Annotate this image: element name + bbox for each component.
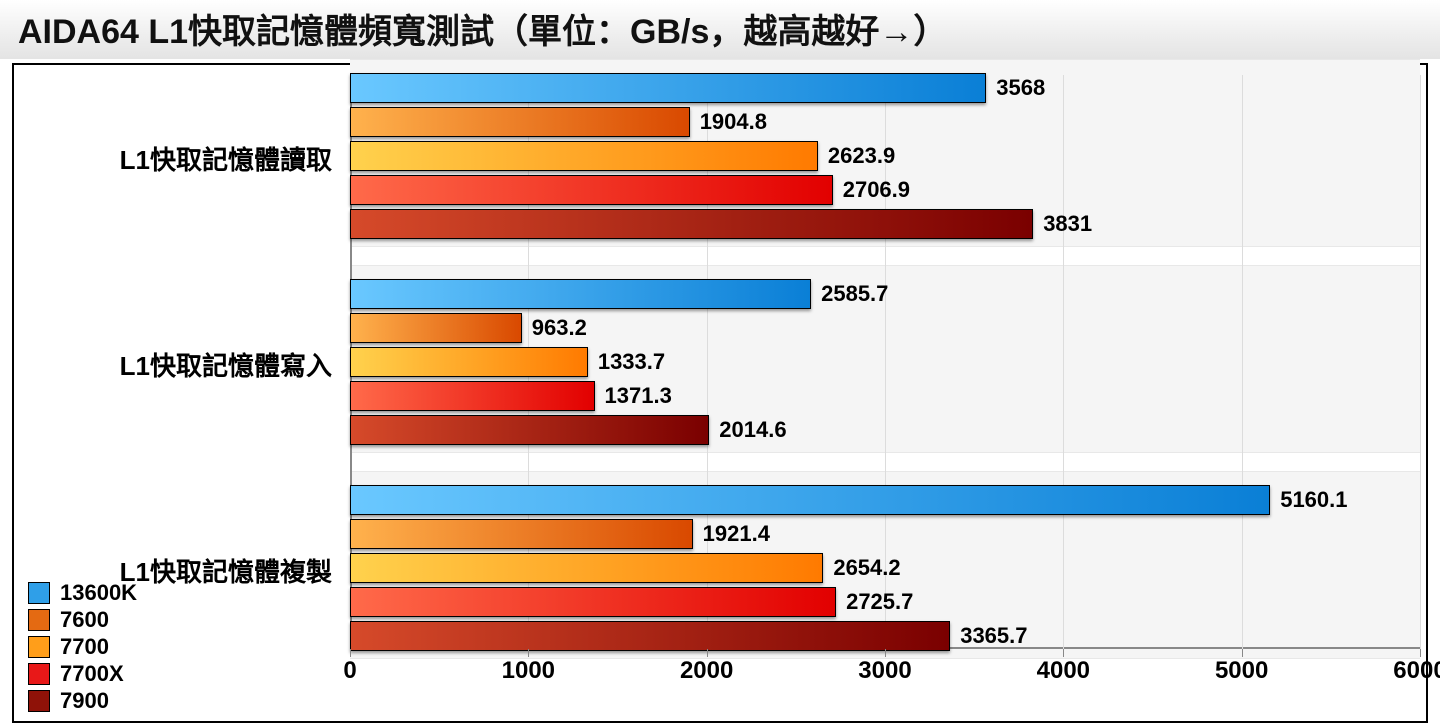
legend-item-7700X: 7700X xyxy=(28,661,137,687)
plot-area: 3568 1904.8 2623.9 2706.9 3831 2585.7 963.2 133… xyxy=(350,75,1420,649)
bar-row: 1904.8 xyxy=(350,107,690,137)
bar-row: 2725.7 xyxy=(350,587,836,617)
x-tick-label: 3000 xyxy=(858,657,911,685)
chart-frame: 3568 1904.8 2623.9 2706.9 3831 2585.7 963.2 133… xyxy=(12,63,1428,723)
bar-value-label: 3365.7 xyxy=(960,623,1027,649)
bar-value-label: 2585.7 xyxy=(821,281,888,307)
bar-row: 2706.9 xyxy=(350,175,833,205)
gridline xyxy=(1063,75,1064,649)
bar-value-label: 5160.1 xyxy=(1280,487,1347,513)
bar-value-label: 2014.6 xyxy=(719,417,786,443)
bar-row: 2623.9 xyxy=(350,141,818,171)
x-tick xyxy=(350,649,351,657)
x-tick xyxy=(1242,649,1243,657)
bar-value-label: 2654.2 xyxy=(833,555,900,581)
bar-value-label: 1371.3 xyxy=(605,383,672,409)
category-label: L1快取記憶體寫入 xyxy=(12,346,332,383)
x-tick-label: 5000 xyxy=(1215,657,1268,685)
bar-value-label: 1904.8 xyxy=(700,109,767,135)
bar-7700X xyxy=(350,381,595,411)
x-tick xyxy=(1063,649,1064,657)
bar-row: 2014.6 xyxy=(350,415,709,445)
bar-row: 5160.1 xyxy=(350,485,1270,515)
bar-7600 xyxy=(350,313,522,343)
x-tick-label: 6000 xyxy=(1393,657,1440,685)
x-tick xyxy=(885,649,886,657)
bar-7700X xyxy=(350,587,836,617)
bar-value-label: 2706.9 xyxy=(843,177,910,203)
bar-row: 1921.4 xyxy=(350,519,693,549)
bar-value-label: 3568 xyxy=(996,75,1045,101)
gridline xyxy=(1420,75,1421,649)
bar-value-label: 963.2 xyxy=(532,315,587,341)
bar-value-label: 1333.7 xyxy=(598,349,665,375)
bar-7600 xyxy=(350,519,693,549)
bar-7700 xyxy=(350,347,588,377)
bar-7700X xyxy=(350,175,833,205)
bar-13600K xyxy=(350,485,1270,515)
legend-label: 7700 xyxy=(60,634,109,660)
bar-value-label: 1921.4 xyxy=(703,521,770,547)
legend-label: 7700X xyxy=(60,661,124,687)
x-tick-label: 2000 xyxy=(680,657,733,685)
x-tick xyxy=(707,649,708,657)
chart-title: AIDA64 L1快取記憶體頻寬測試（單位：GB/s，越高越好→） xyxy=(0,0,1440,59)
bar-7700 xyxy=(350,141,818,171)
legend-swatch xyxy=(28,663,50,685)
legend-label: 7900 xyxy=(60,688,109,714)
legend-swatch xyxy=(28,636,50,658)
bar-row: 963.2 xyxy=(350,313,522,343)
legend-swatch xyxy=(28,690,50,712)
bar-7900 xyxy=(350,621,950,651)
bar-7700 xyxy=(350,553,823,583)
legend-swatch xyxy=(28,609,50,631)
x-tick-label: 0 xyxy=(343,657,356,685)
legend-item-7900: 7900 xyxy=(28,688,137,714)
bar-value-label: 2725.7 xyxy=(846,589,913,615)
bar-row: 1333.7 xyxy=(350,347,588,377)
bar-13600K xyxy=(350,279,811,309)
bar-13600K xyxy=(350,73,986,103)
bar-row: 3831 xyxy=(350,209,1033,239)
bar-7900 xyxy=(350,415,709,445)
bar-7900 xyxy=(350,209,1033,239)
bar-7600 xyxy=(350,107,690,137)
bar-row: 1371.3 xyxy=(350,381,595,411)
x-tick-label: 4000 xyxy=(1037,657,1090,685)
x-tick-label: 1000 xyxy=(502,657,555,685)
category-label: L1快取記憶體讀取 xyxy=(12,140,332,177)
x-tick xyxy=(1420,649,1421,657)
bar-row: 2654.2 xyxy=(350,553,823,583)
legend-label: 7600 xyxy=(60,607,109,633)
legend-item-7600: 7600 xyxy=(28,607,137,633)
category-label: L1快取記憶體複製 xyxy=(12,552,332,589)
bar-row: 3568 xyxy=(350,73,986,103)
legend: 13600K760077007700X7900 xyxy=(28,580,137,715)
x-tick xyxy=(528,649,529,657)
legend-item-7700: 7700 xyxy=(28,634,137,660)
bar-value-label: 2623.9 xyxy=(828,143,895,169)
gridline xyxy=(1242,75,1243,649)
bar-value-label: 3831 xyxy=(1043,211,1092,237)
bar-row: 2585.7 xyxy=(350,279,811,309)
bar-row: 3365.7 xyxy=(350,621,950,651)
